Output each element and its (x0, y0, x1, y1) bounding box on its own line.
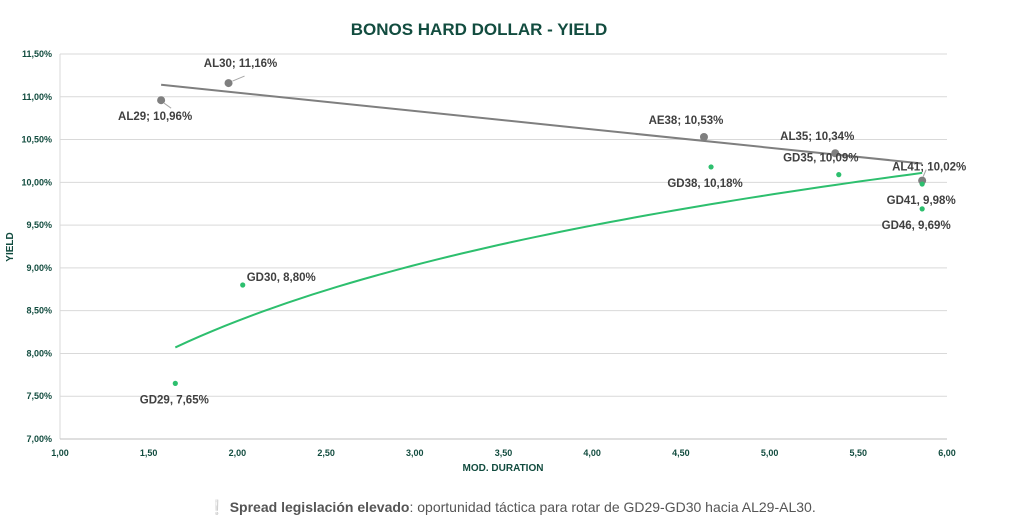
data-label: GD41, 9,98% (887, 195, 956, 207)
exclamation-icon: ❕ (208, 499, 226, 515)
data-point (919, 206, 925, 212)
data-label: AL41; 10,02% (892, 162, 966, 174)
data-label: AL35; 10,34% (780, 131, 854, 143)
data-label: GD30, 8,80% (247, 272, 316, 284)
footnote-bold: Spread legislación elevado (229, 499, 410, 515)
leader-line (922, 169, 927, 177)
footnote: ❕ Spread legislación elevado: oportunidad… (0, 499, 1024, 516)
data-label: AE38; 10,53% (649, 115, 724, 127)
y-tick-label: 8,50% (26, 306, 52, 316)
x-tick-label: 3,50 (495, 448, 513, 458)
x-tick-label: 4,50 (672, 448, 690, 458)
data-label: AL29; 10,96% (118, 111, 192, 123)
x-tick-label: 1,00 (51, 448, 69, 458)
data-label: GD29, 7,65% (140, 394, 209, 406)
x-axis-title: MOD. DURATION (463, 463, 544, 474)
y-tick-label: 11,00% (22, 92, 52, 102)
gridlines (60, 53, 947, 440)
data-label: GD35, 10,09% (783, 153, 858, 165)
data-point (172, 380, 178, 386)
data-point (224, 79, 233, 88)
x-tick-label: 1,50 (140, 448, 158, 458)
footnote-text: : oportunidad táctica para rotar de GD29… (409, 499, 816, 515)
y-tick-label: 11,50% (22, 49, 52, 59)
y-tick-label: 9,00% (26, 263, 52, 273)
data-label: GD46, 9,69% (882, 220, 951, 232)
data-label: AL30; 11,16% (204, 58, 278, 70)
chart-title: BONOS HARD DOLLAR - YIELD (351, 20, 608, 39)
y-tick-label: 7,50% (26, 391, 52, 401)
trendlines (161, 83, 923, 349)
data-point (831, 149, 840, 158)
y-tick-label: 10,50% (21, 135, 52, 145)
x-tick-label: 3,00 (406, 448, 424, 458)
x-tick-label: 2,50 (317, 448, 335, 458)
y-tick-label: 10,00% (21, 177, 52, 187)
leader-line (163, 102, 172, 109)
data-point (240, 282, 246, 288)
axes: 7,00% 7,50% 8,00% 8,50% 9,00% 9,50% 10,00% 10,5… (21, 49, 955, 458)
data-point (157, 96, 166, 105)
data-point (699, 132, 708, 141)
data-point (836, 172, 842, 178)
x-tick-label: 5,50 (850, 448, 868, 458)
data-point (919, 181, 925, 187)
data-point (708, 164, 714, 170)
al-trendline (161, 83, 923, 165)
x-tick-label: 2,00 (229, 448, 247, 458)
y-tick-label: 9,50% (26, 220, 52, 230)
y-tick-label: 7,00% (26, 434, 52, 444)
y-tick-label: 8,00% (26, 348, 52, 358)
data-labels: AL29; 10,96% AL30; 11,16% AE38; 10,53% AL35… (118, 58, 966, 406)
y-axis-title: YIELD (5, 232, 16, 261)
x-tick-label: 5,00 (761, 448, 779, 458)
data-label: GD38, 10,18% (667, 178, 742, 190)
x-tick-label: 6,00 (938, 448, 956, 458)
leader-line (232, 75, 245, 82)
x-tick-label: 4,00 (583, 448, 601, 458)
data-points (157, 79, 927, 386)
gd-trendline (174, 171, 923, 349)
